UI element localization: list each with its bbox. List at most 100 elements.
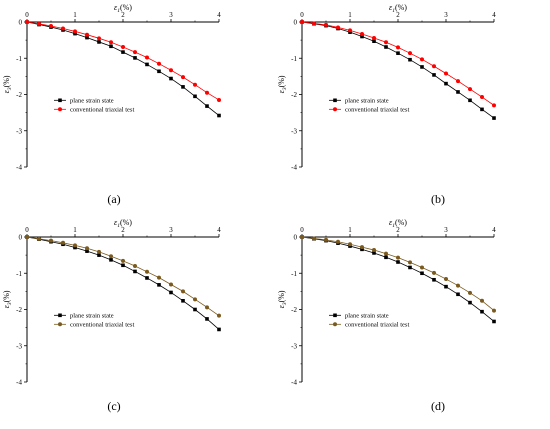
data-point-square: [145, 276, 149, 280]
data-point-square: [492, 116, 496, 120]
y-tick-label: -3: [291, 342, 297, 350]
data-point-circle: [85, 32, 89, 37]
legend-label: plane strain state: [70, 98, 114, 105]
data-point-square: [372, 251, 376, 255]
x-tick-label: 2: [121, 11, 125, 19]
data-point-square: [384, 255, 388, 260]
x-tick-label: 1: [73, 226, 77, 234]
data-point-circle: [312, 236, 316, 241]
y-tick-label: 0: [294, 19, 298, 27]
legend-label: conventional triaxial test: [70, 322, 134, 329]
panel-label-c: (c): [107, 399, 121, 413]
legend-marker-square: [333, 98, 337, 103]
data-point-circle: [456, 79, 460, 84]
data-point-square: [492, 319, 496, 324]
data-point-circle: [157, 61, 161, 66]
data-point-circle: [97, 36, 101, 41]
y-tick-label: -2: [291, 306, 297, 314]
data-point-square: [109, 258, 113, 262]
data-point-square: [432, 73, 436, 77]
legend-marker-square: [58, 313, 62, 318]
x-tick-label: 4: [217, 226, 221, 234]
y-tick-label: 0: [294, 234, 298, 242]
data-point-circle: [217, 313, 221, 318]
data-point-square: [420, 271, 424, 276]
legend-label: plane strain state: [70, 313, 114, 320]
y-tick-label: -1: [16, 55, 22, 63]
data-point-square: [480, 107, 484, 112]
data-point-square: [408, 265, 412, 270]
data-point-circle: [468, 290, 472, 295]
data-point-square: [205, 104, 209, 108]
x-tick-label: 0: [300, 226, 304, 234]
data-point-circle: [145, 55, 149, 60]
x-tick-label: 3: [444, 11, 448, 19]
data-point-circle: [324, 237, 328, 242]
data-point-circle: [384, 251, 388, 256]
y-tick-label: -1: [291, 270, 297, 278]
data-point-circle: [300, 235, 304, 239]
x-tick-label: 3: [444, 226, 448, 234]
data-point-circle: [109, 254, 113, 259]
data-point-square: [456, 90, 460, 94]
series-line-1: [301, 21, 495, 119]
data-point-circle: [193, 297, 197, 302]
data-point-square: [193, 94, 197, 99]
y-tick-label: -2: [16, 306, 22, 314]
data-point-circle: [205, 90, 209, 95]
data-point-square: [193, 307, 197, 312]
data-point-circle: [348, 28, 352, 33]
data-point-square: [169, 290, 173, 295]
data-point-circle: [73, 29, 77, 34]
data-point-square: [169, 76, 173, 81]
data-point-circle: [61, 26, 65, 31]
y-tick-label: -3: [16, 127, 22, 135]
data-point-square: [456, 292, 460, 297]
data-point-circle: [73, 243, 77, 248]
x-tick-label: 1: [348, 11, 352, 19]
x-tick-label: 2: [396, 226, 400, 234]
chart-panel-c: 0 1 2 3 4 0 -1 -2 -3 -4 ε1(%) ε3(%) plane strain sta…: [0, 215, 265, 429]
y-tick-label: -3: [16, 342, 22, 350]
legend-label: conventional triaxial test: [70, 107, 134, 114]
data-point-circle: [456, 283, 460, 288]
y-tick-label: -1: [16, 270, 22, 278]
data-point-circle: [169, 68, 173, 73]
data-point-circle: [37, 21, 41, 26]
chart-b-plot: 0 1 2 3 4 0 -1 -2 -3 -4 ε1(%) ε3(%) plane strain sta…: [277, 3, 496, 172]
data-point-square: [133, 56, 137, 60]
x-tick-label: 3: [169, 11, 173, 19]
data-point-circle: [145, 269, 149, 274]
data-point-circle: [121, 258, 125, 263]
data-point-square: [217, 113, 221, 118]
data-point-circle: [181, 75, 185, 80]
data-point-square: [408, 57, 412, 62]
data-point-square: [157, 283, 161, 287]
chart-a-plot: 0 1 2 3 4 0 -1 -2 -3 -4 ε1(%) ε3(%) plane strain sta…: [2, 3, 221, 172]
data-point-square: [145, 62, 149, 67]
data-point-circle: [372, 248, 376, 253]
data-point-square: [360, 34, 364, 39]
y-tick-label: -4: [291, 379, 297, 387]
y-axis-title: ε3(%): [277, 290, 288, 308]
data-point-circle: [480, 298, 484, 303]
x-tick-label: 4: [492, 11, 496, 19]
data-point-square: [73, 245, 77, 250]
y-tick-label: -4: [291, 164, 297, 172]
x-tick-label: 0: [25, 11, 29, 19]
legend-label: plane strain state: [345, 313, 389, 320]
data-point-circle: [348, 242, 352, 247]
data-point-circle: [492, 103, 496, 108]
y-tick-label: -3: [291, 127, 297, 135]
data-point-square: [468, 98, 472, 103]
legend-marker-circle: [58, 107, 62, 112]
data-point-square: [384, 45, 388, 49]
data-point-square: [444, 81, 448, 86]
data-point-circle: [205, 305, 209, 310]
x-axis-title: ε1(%): [389, 218, 407, 229]
data-point-circle: [468, 87, 472, 92]
data-point-square: [73, 31, 77, 36]
data-point-square: [85, 35, 89, 40]
data-point-square: [97, 253, 101, 257]
data-point-circle: [420, 265, 424, 270]
